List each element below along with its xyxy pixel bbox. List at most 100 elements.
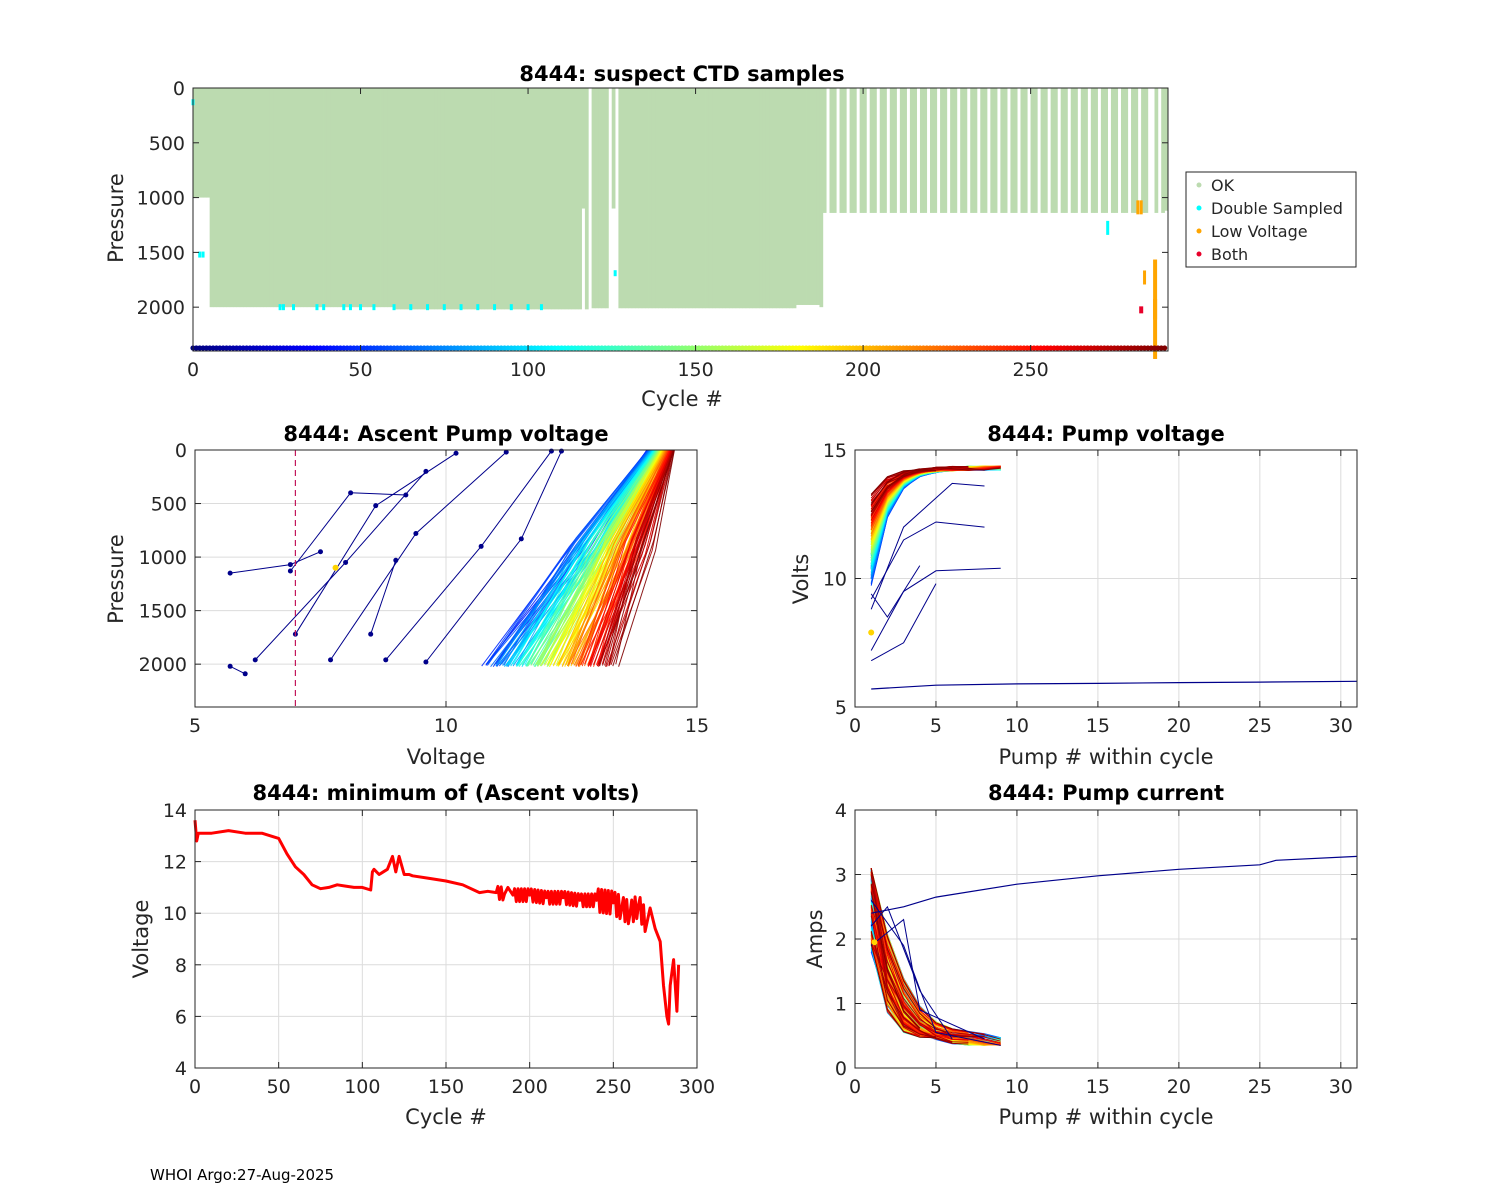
double-sampled-point — [201, 251, 205, 258]
ok-profile — [403, 88, 408, 310]
ok-profile — [702, 88, 706, 309]
ok-profile — [930, 88, 934, 213]
late-cycle-point — [413, 531, 419, 537]
ok-profile — [658, 88, 663, 309]
low-voltage-point — [1136, 200, 1140, 215]
ascent-ytick-label: 0 — [175, 440, 187, 462]
ok-profile — [889, 88, 894, 213]
ok-profile — [1120, 88, 1125, 213]
ok-profile — [353, 88, 358, 308]
ok-profile — [226, 88, 231, 308]
ok-profile — [879, 88, 884, 213]
pumpcurr-xtick-label: 15 — [1086, 1076, 1110, 1098]
ok-profile — [457, 88, 462, 310]
ok-profile — [544, 88, 549, 310]
ok-profile — [980, 88, 985, 213]
pump-voltage-ylabel: Volts — [789, 554, 813, 605]
late-cycle-point — [328, 657, 334, 663]
late-cycle-point — [393, 557, 399, 563]
ok-profile — [628, 88, 633, 309]
ok-profile — [718, 88, 723, 309]
late-cycle-point — [518, 536, 524, 542]
ascent-profile — [526, 449, 658, 665]
ok-profile — [410, 88, 415, 310]
late-cycle-point — [558, 448, 564, 454]
double-sampled-point — [348, 304, 352, 311]
ok-profile — [742, 88, 747, 309]
ok-profile — [799, 88, 804, 305]
legend-marker-double — [1196, 205, 1202, 211]
ascent-profile — [530, 449, 659, 666]
pumpcurr-ytick-label: 4 — [835, 800, 847, 822]
ok-profile — [293, 88, 298, 308]
pumpvolt-ytick-label: 10 — [823, 569, 847, 591]
ok-profile — [484, 88, 489, 310]
minvolts-ytick-label: 8 — [175, 955, 187, 977]
double-sampled-point — [322, 304, 326, 311]
late-cycle-point — [242, 671, 248, 677]
pump-current-series — [870, 883, 985, 1038]
ok-profile — [229, 88, 234, 308]
ok-profile — [581, 88, 586, 209]
ok-profile — [688, 88, 693, 309]
pump-voltage-series — [870, 466, 1001, 513]
ok-profile — [725, 88, 730, 309]
ok-profile — [223, 88, 227, 308]
ok-profile — [209, 88, 214, 308]
low-voltage-point — [1153, 259, 1158, 320]
minvolts-ytick-label: 6 — [175, 1006, 187, 1028]
ascent-profile — [524, 449, 655, 666]
ok-profile — [568, 88, 572, 310]
ascent-profile — [598, 449, 674, 667]
ok-profile — [759, 88, 763, 309]
ascent-profile — [550, 449, 663, 666]
ok-profile — [678, 88, 683, 309]
ok-profile — [1064, 88, 1068, 213]
ok-profile — [893, 88, 897, 213]
late-pump-voltage-series — [870, 567, 1001, 651]
ok-profile — [578, 88, 582, 310]
ok-profile — [1080, 88, 1085, 213]
ok-profile — [795, 88, 800, 305]
ok-profile — [491, 88, 495, 310]
ok-profile — [983, 88, 988, 213]
minvolts-xtick-label: 150 — [428, 1076, 464, 1098]
ok-profile — [383, 88, 388, 308]
ok-profile — [772, 88, 777, 309]
ok-profile — [708, 88, 713, 309]
pump-voltage-xlabel: Pump # within cycle — [999, 745, 1214, 769]
ctd-legend: OK Double Sampled Low Voltage Both — [1185, 171, 1357, 268]
pumpcurr-xtick-label: 20 — [1167, 1076, 1191, 1098]
pumpvolt-xtick-label: 25 — [1248, 715, 1272, 737]
double-sampled-point — [426, 304, 430, 311]
late-cycle-profile — [229, 665, 246, 675]
ok-profile — [661, 88, 666, 309]
pumpcurr-xtick-label: 30 — [1329, 1076, 1353, 1098]
ascent-profile — [608, 449, 673, 667]
pumpcurr-ytick-label: 0 — [835, 1058, 847, 1080]
ok-profile — [477, 88, 482, 310]
late-pump-voltage-series — [870, 482, 985, 610]
ascent-profile — [581, 449, 670, 667]
ok-profile — [360, 88, 365, 308]
ok-profile — [584, 88, 589, 310]
ok-profile — [370, 88, 375, 308]
ok-profile — [296, 88, 301, 308]
ascent-profile — [587, 449, 671, 667]
ok-profile — [625, 88, 629, 309]
late-pump-voltage-series — [870, 521, 985, 600]
ok-profile — [732, 88, 737, 309]
pump-current-series — [870, 868, 1001, 1040]
ok-profile — [792, 88, 797, 309]
pumpvolt-ytick-label: 15 — [823, 440, 847, 462]
pump-current-xlabel: Pump # within cycle — [999, 1105, 1214, 1129]
ok-profile — [611, 88, 616, 209]
ok-profile — [481, 88, 485, 310]
ok-profile — [323, 88, 328, 308]
ctd-title: 8444: suspect CTD samples — [519, 62, 844, 86]
pumpvolt-xtick-label: 20 — [1167, 715, 1191, 737]
double-sampled-point — [292, 304, 296, 311]
ok-profile — [447, 88, 452, 310]
ok-profile — [1013, 88, 1018, 213]
pump-current-series — [870, 892, 921, 1029]
